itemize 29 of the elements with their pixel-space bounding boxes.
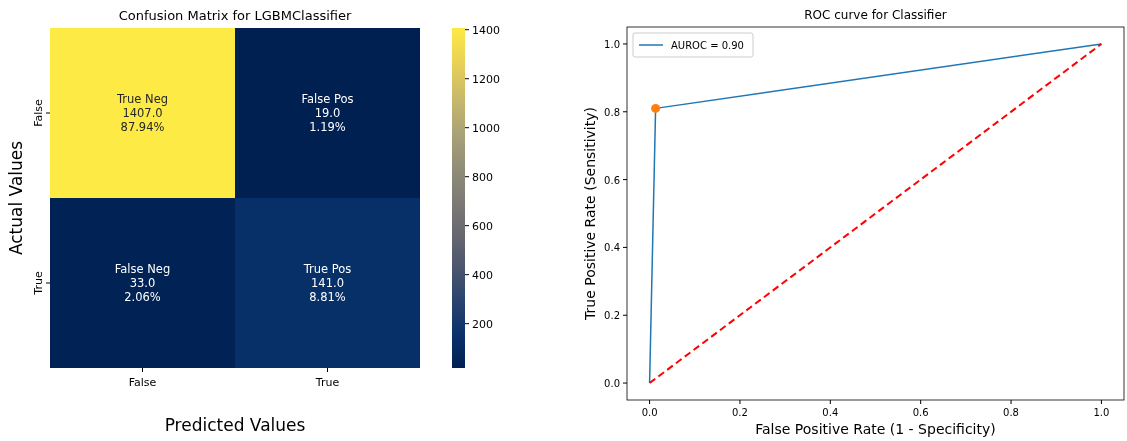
legend-label: AUROC = 0.90 — [671, 40, 744, 51]
x-axis-title: False Positive Rate (1 - Specificity) — [755, 421, 996, 437]
color-bar-label: 1200 — [472, 72, 500, 86]
y-tick-label: 1.0 — [604, 38, 620, 50]
data-label: True Neg 1407.0 87.94% — [115, 92, 169, 134]
y-axis-title: Actual Values — [6, 140, 26, 256]
x-tick-label: 0.4 — [822, 407, 839, 418]
y-tick-label: 0.2 — [604, 310, 620, 322]
data-label: True Pos 141.0 8.81% — [302, 262, 352, 304]
y-tick-label: 0.8 — [604, 106, 620, 118]
x-tick-label: 0.6 — [912, 407, 929, 418]
color-bar-label: 1000 — [472, 121, 500, 135]
y-axis-title: True Positive Rate (Sensitivity) — [582, 107, 598, 321]
color-bar-label: 1400 — [472, 23, 500, 37]
data-label: False Neg 33.0 2.06% — [114, 262, 171, 304]
y-tick-label: 0.4 — [604, 242, 620, 254]
x-tick-label: 0.8 — [1003, 407, 1019, 418]
y-tick-label: 0.6 — [604, 174, 620, 186]
color-bar-label: 600 — [472, 219, 493, 233]
color-bar-label: 800 — [472, 170, 493, 184]
data-label: False Pos 19.0 1.19% — [301, 92, 354, 134]
x-tick-label: 0.2 — [732, 407, 748, 418]
chart-title: Confusion Matrix for LGBMClassifier — [118, 8, 352, 23]
x-tick-label: 0.0 — [641, 407, 658, 418]
x-axis-title: Predicted Values — [164, 415, 306, 435]
chart-title: ROC curve for Classifier — [804, 8, 947, 22]
color-bar-label: 400 — [472, 268, 493, 282]
x-tick-label: 1.0 — [1093, 407, 1110, 418]
color-bar-label: 200 — [472, 317, 493, 331]
